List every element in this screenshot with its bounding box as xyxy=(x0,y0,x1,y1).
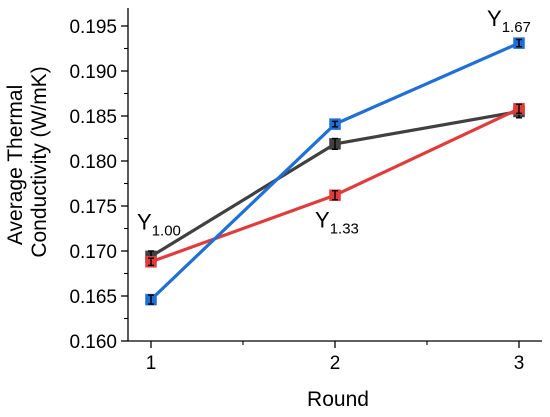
annotation-label: Y1.00 xyxy=(137,209,181,239)
y-tick-label: 0.165 xyxy=(69,287,117,308)
annotation-base: Y xyxy=(315,208,330,233)
series-layer xyxy=(145,37,525,306)
annotation-subscript: 1.33 xyxy=(330,221,359,238)
y-tick-label: 0.180 xyxy=(69,152,117,173)
annotation-label: Y1.67 xyxy=(487,6,531,36)
y-tick-label: 0.175 xyxy=(69,197,117,218)
y-tick-label: 0.160 xyxy=(69,332,117,353)
y-axis-title-line-1: Average Thermal xyxy=(4,85,27,245)
axes xyxy=(127,8,542,342)
series-line-2 xyxy=(150,107,520,264)
annotation-base: Y xyxy=(487,6,502,31)
x-tick-label: 3 xyxy=(514,353,525,374)
y-axis-title: Average Thermal Conductivity (W/mK) xyxy=(4,66,51,257)
annotation-label: Y1.33 xyxy=(315,208,359,238)
x-tick-label: 2 xyxy=(330,353,341,374)
y-tick-label: 0.170 xyxy=(69,242,117,263)
annotation-subscript: 1.00 xyxy=(152,222,181,239)
y-tick-label: 0.190 xyxy=(69,62,117,83)
y-axis-title-line-2: Conductivity (W/mK) xyxy=(28,66,51,257)
axis-ticks: 0.160 0.165 0.170 0.175 0.180 0.185 0.190 0.195… xyxy=(69,17,524,374)
annotation-base: Y xyxy=(137,209,152,234)
y-tick-label: 0.195 xyxy=(69,17,117,38)
y-tick-label: 0.185 xyxy=(69,107,117,128)
annotation-subscript: 1.67 xyxy=(502,19,531,36)
series-line-3 xyxy=(149,41,520,301)
x-axis-title: Round xyxy=(307,388,369,411)
x-tick-label: 1 xyxy=(146,353,157,374)
